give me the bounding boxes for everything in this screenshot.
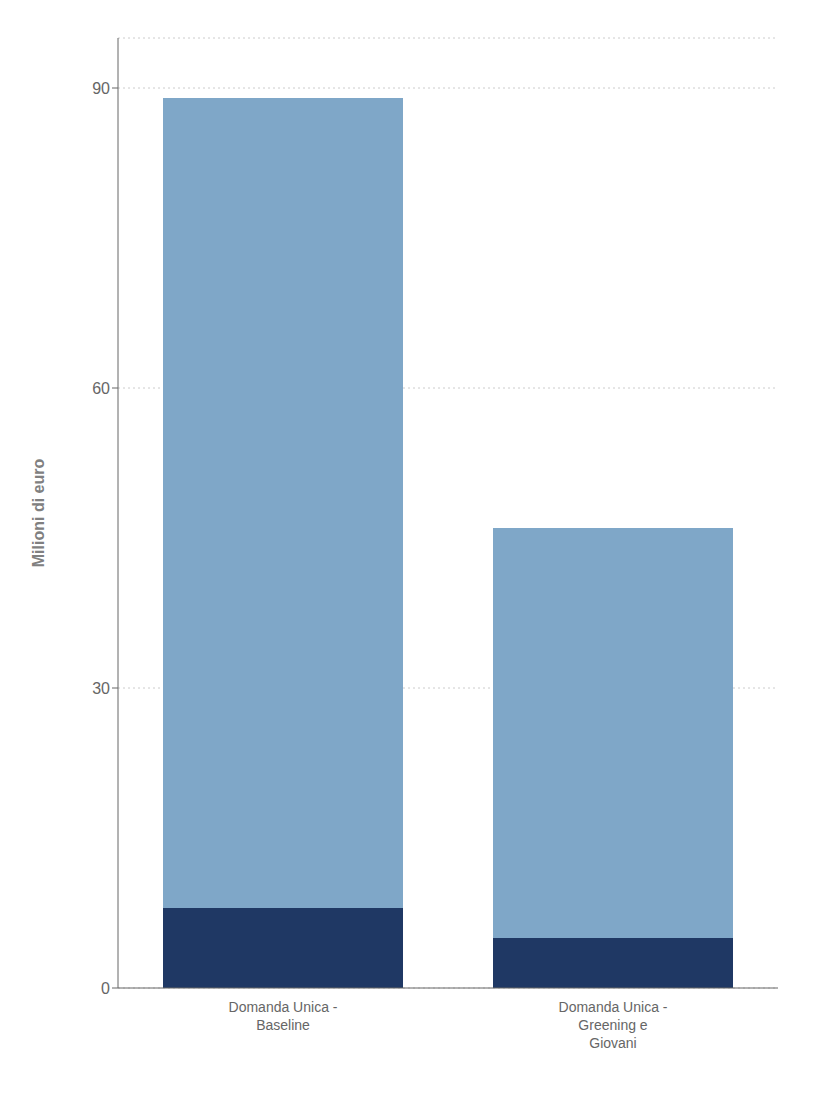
- svg-text:90: 90: [92, 80, 110, 97]
- svg-text:Domanda Unica -Greening eGiova: Domanda Unica -Greening eGiovani: [559, 999, 668, 1051]
- svg-text:30: 30: [92, 680, 110, 697]
- svg-text:Milioni di euro: Milioni di euro: [30, 459, 47, 568]
- svg-text:0: 0: [101, 980, 110, 997]
- svg-text:60: 60: [92, 380, 110, 397]
- svg-text:Domanda Unica -Baseline: Domanda Unica -Baseline: [229, 999, 338, 1033]
